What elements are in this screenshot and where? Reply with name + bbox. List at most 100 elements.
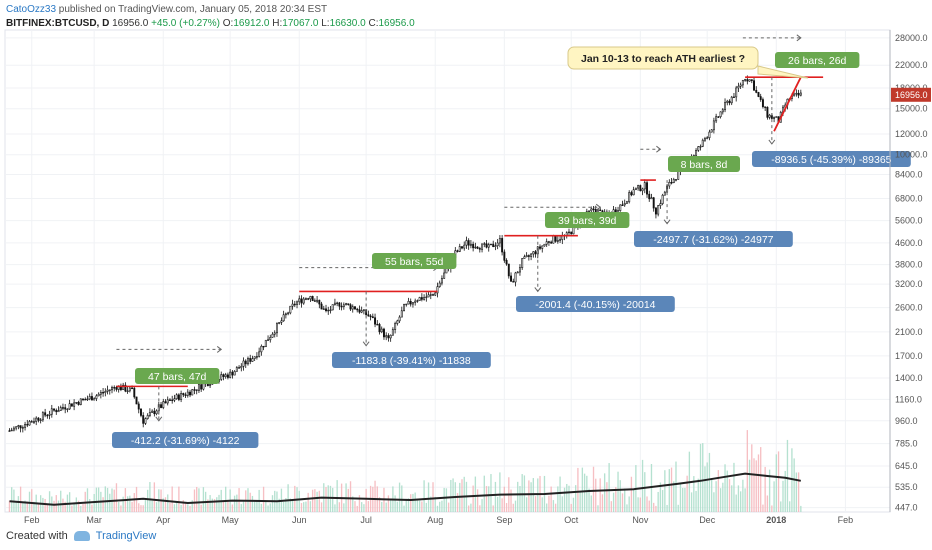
volume-bar bbox=[554, 503, 557, 512]
candle-body bbox=[164, 401, 167, 404]
candle-body bbox=[400, 310, 403, 318]
candle-body bbox=[456, 250, 459, 252]
volume-bar bbox=[389, 498, 392, 512]
candle-body bbox=[68, 403, 71, 410]
candle-body bbox=[547, 241, 550, 243]
candle-body bbox=[186, 391, 189, 396]
volume-bar bbox=[780, 501, 782, 512]
candle-body bbox=[414, 300, 417, 303]
tradingview-link[interactable]: TradingView bbox=[95, 530, 157, 542]
candle-body bbox=[28, 421, 31, 426]
candle-body bbox=[521, 258, 524, 268]
volume-bar bbox=[31, 489, 33, 512]
candle-body bbox=[510, 275, 513, 282]
volume-bar bbox=[427, 482, 430, 512]
author-link[interactable]: CatoOzz33 bbox=[6, 4, 57, 15]
volume-bar bbox=[147, 489, 149, 512]
candle-body bbox=[39, 419, 42, 421]
y-tick-label: 960.0 bbox=[895, 416, 918, 426]
volume-bar bbox=[91, 504, 93, 512]
y-tick-label: 645.0 bbox=[895, 461, 918, 471]
volume-bar bbox=[77, 500, 80, 512]
candle-body bbox=[153, 410, 156, 415]
volume-bar bbox=[717, 470, 720, 512]
candle-body bbox=[226, 374, 229, 378]
candle-body bbox=[590, 208, 593, 212]
volume-bar bbox=[436, 505, 439, 512]
volume-bar bbox=[291, 500, 294, 512]
candle-body bbox=[193, 389, 196, 391]
volume-bar bbox=[298, 490, 300, 512]
volume-bar bbox=[318, 490, 320, 512]
candle-body bbox=[621, 204, 624, 206]
candle-body bbox=[102, 392, 105, 394]
y-tick-label: 15000.0 bbox=[895, 104, 928, 114]
candle-body bbox=[338, 302, 341, 307]
volume-bar bbox=[64, 501, 66, 512]
candle-body bbox=[264, 339, 267, 348]
candle-body bbox=[411, 302, 414, 305]
volume-bar bbox=[782, 480, 784, 512]
candle-body bbox=[436, 286, 439, 294]
candle-body bbox=[175, 394, 178, 400]
volume-bar bbox=[795, 472, 798, 512]
volume-bar bbox=[425, 502, 427, 512]
candle-body bbox=[151, 410, 154, 413]
candle-body bbox=[313, 300, 316, 302]
volume-bar bbox=[575, 485, 577, 512]
candle-body bbox=[267, 339, 270, 341]
candle-body bbox=[209, 384, 212, 387]
volume-bar bbox=[597, 505, 599, 512]
volume-bar bbox=[708, 452, 711, 512]
candle-body bbox=[704, 138, 706, 141]
volume-bar bbox=[494, 481, 497, 512]
volume-bar bbox=[483, 475, 485, 512]
volume-bar bbox=[510, 489, 512, 512]
candle-body bbox=[77, 402, 80, 405]
candle-body bbox=[79, 398, 82, 405]
candle-body bbox=[284, 313, 287, 316]
candle-body bbox=[699, 146, 702, 148]
candle-body bbox=[195, 389, 198, 391]
x-tick-label: Jun bbox=[292, 515, 307, 525]
volume-bar bbox=[363, 504, 365, 512]
label-background bbox=[775, 52, 860, 68]
volume-bar bbox=[452, 478, 454, 512]
volume-bar bbox=[641, 459, 644, 512]
candle-body bbox=[543, 243, 546, 247]
callout: Jan 10-13 to reach ATH earliest ? bbox=[567, 46, 809, 79]
label-background bbox=[332, 352, 491, 368]
y-tick-label: 447.0 bbox=[895, 503, 918, 513]
volume-bar bbox=[320, 502, 323, 512]
candle-body bbox=[108, 389, 111, 391]
candle-body bbox=[512, 281, 515, 283]
y-tick-label: 2100.0 bbox=[895, 327, 923, 337]
volume-bar bbox=[693, 476, 695, 512]
volume-bar bbox=[561, 496, 563, 512]
candle-body bbox=[70, 403, 73, 407]
volume-bar bbox=[349, 481, 352, 512]
volume-bar bbox=[385, 502, 387, 512]
volume-bar bbox=[347, 488, 349, 512]
volume-bar bbox=[191, 500, 193, 512]
volume-bar bbox=[659, 482, 662, 512]
volume-bar bbox=[499, 472, 501, 512]
volume-bar bbox=[269, 503, 271, 512]
last-price-label: 16956.0 bbox=[895, 90, 928, 100]
volume-bar bbox=[131, 501, 133, 512]
volume-bar bbox=[189, 505, 191, 512]
volume-bar bbox=[410, 494, 412, 512]
candle-body bbox=[766, 106, 769, 118]
candle-body bbox=[599, 209, 602, 212]
candle-body bbox=[360, 310, 363, 313]
x-tick-label: Dec bbox=[699, 515, 716, 525]
volume-bar bbox=[755, 460, 757, 512]
volume-bar bbox=[525, 497, 528, 512]
candle-body bbox=[320, 303, 323, 310]
candle-body bbox=[614, 209, 617, 213]
volume-bar bbox=[583, 473, 586, 512]
last-price: 16956.0 bbox=[112, 18, 149, 29]
y-tick-label: 6800.0 bbox=[895, 194, 923, 204]
volume-bar bbox=[655, 505, 657, 512]
